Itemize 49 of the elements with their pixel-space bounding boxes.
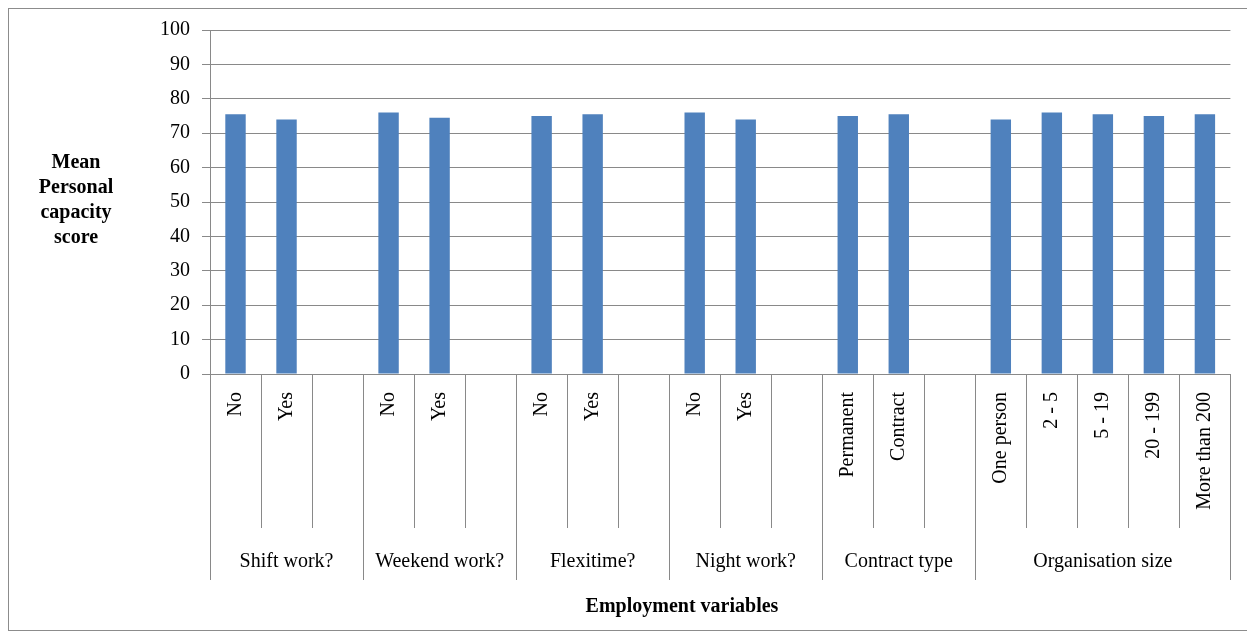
bar bbox=[1194, 114, 1216, 374]
y-tick-label: 100 bbox=[160, 17, 190, 40]
y-tick-label: 80 bbox=[170, 86, 190, 109]
bar bbox=[1041, 112, 1063, 374]
y-tick-label: 40 bbox=[170, 223, 190, 246]
x-tick-label: Yes bbox=[579, 391, 602, 422]
x-tick-label: No bbox=[681, 392, 704, 417]
text: Organisation size bbox=[1033, 549, 1173, 573]
x-tick-label: Yes bbox=[426, 391, 449, 422]
bar bbox=[582, 114, 603, 374]
y-tick-label: 20 bbox=[170, 292, 190, 315]
x-tick-label: Contract bbox=[886, 391, 909, 461]
x-tick-label: Yes bbox=[732, 391, 755, 422]
text: Weekend work? bbox=[375, 549, 505, 572]
x-tick-label: Permanent bbox=[835, 391, 858, 478]
y-tick-label: 70 bbox=[170, 120, 190, 143]
bar bbox=[276, 119, 297, 374]
y-axis-title: Mean Personal capacity score bbox=[38, 150, 114, 248]
x-tick-label: More than 200 bbox=[1192, 392, 1215, 510]
x-tick-label: Yes bbox=[273, 391, 296, 422]
x-axis-title: Employment variables bbox=[585, 594, 779, 618]
y-tick-label: 0 bbox=[180, 361, 190, 384]
text: Contract type bbox=[844, 549, 954, 573]
text: Shift work? bbox=[239, 549, 334, 572]
x-tick-label: No bbox=[528, 392, 551, 417]
bar bbox=[1143, 116, 1165, 374]
y-tick-label: 90 bbox=[170, 51, 190, 74]
bar bbox=[888, 114, 909, 374]
y-tick-label: 50 bbox=[170, 189, 190, 212]
bar bbox=[225, 114, 246, 374]
y-tick-label: 30 bbox=[170, 258, 190, 281]
bar bbox=[378, 112, 399, 374]
bar bbox=[1092, 114, 1114, 374]
x-tick-label: 20 - 199 bbox=[1141, 392, 1164, 459]
x-tick-label: One person bbox=[988, 392, 1012, 484]
bar bbox=[990, 119, 1012, 374]
x-tick-label: No bbox=[222, 392, 245, 417]
x-tick-label: 2 - 5 bbox=[1039, 392, 1062, 429]
text: Flexitime? bbox=[549, 549, 636, 572]
bar bbox=[837, 116, 858, 374]
bar bbox=[684, 112, 705, 374]
x-tick-label: 5 - 19 bbox=[1090, 392, 1113, 439]
y-tick-label: 10 bbox=[170, 326, 190, 349]
bar bbox=[735, 119, 756, 374]
text: Night work? bbox=[695, 549, 797, 573]
bar bbox=[531, 116, 552, 374]
bar bbox=[429, 117, 450, 374]
y-tick-label: 60 bbox=[170, 154, 190, 177]
x-tick-label: No bbox=[375, 392, 398, 417]
